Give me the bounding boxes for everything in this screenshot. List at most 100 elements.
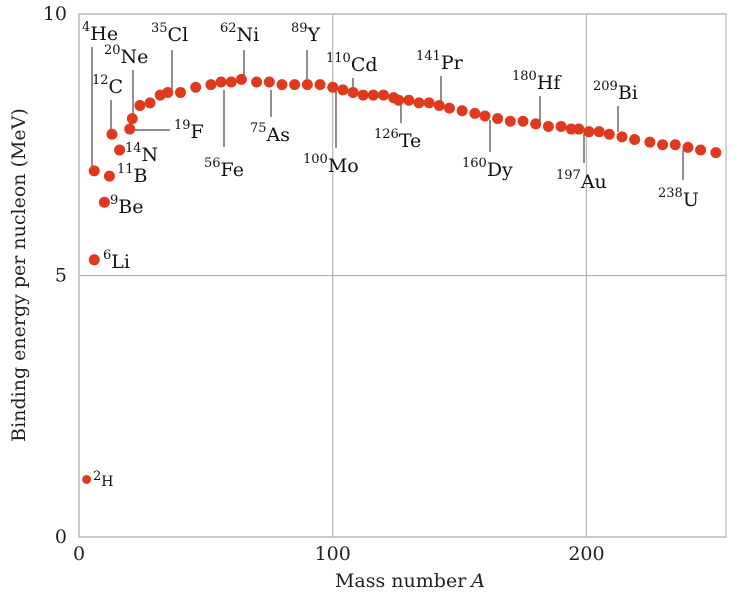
nuclide-as-75-symbol: As: [266, 124, 290, 146]
data-point: [403, 94, 415, 106]
nuclide-h-2-label: 2H: [93, 469, 114, 490]
nuclide-h-2-mass-number: 2: [93, 469, 101, 484]
nuclide-ni-62-mass-number: 62: [220, 21, 237, 36]
data-point: [103, 170, 115, 182]
data-point: [433, 100, 445, 112]
data-point: [88, 254, 100, 266]
nuclide-ne-20-symbol: Ne: [121, 46, 149, 68]
nuclide-c-12-mass-number: 12: [92, 73, 109, 88]
data-point: [289, 79, 301, 91]
data-point: [126, 113, 138, 125]
data-point: [106, 128, 118, 140]
data-point: [162, 86, 174, 98]
data-point: [393, 94, 405, 106]
nuclide-hf-180-label: 180Hf: [512, 69, 562, 94]
data-point: [82, 474, 92, 484]
nuclide-as-75-mass-number: 75: [250, 121, 267, 136]
data-point: [669, 139, 681, 151]
data-point: [682, 141, 694, 153]
nuclide-au-197-mass-number: 197: [556, 168, 581, 183]
nuclide-ni-62-label: 62Ni: [220, 21, 259, 46]
nuclide-ni-62-symbol: Ni: [237, 24, 260, 46]
data-point: [644, 136, 656, 148]
data-point: [710, 147, 722, 159]
nuclide-li-6-label: 6Li: [103, 248, 130, 273]
nuclide-au-197-symbol: Au: [580, 171, 607, 193]
data-point: [423, 97, 435, 109]
nuclide-dy-160-label: 160Dy: [462, 156, 513, 181]
nuclide-hf-180-symbol: Hf: [537, 72, 563, 94]
x-axis-title-text: Mass number: [335, 570, 467, 592]
nuclide-fe-56-symbol: Fe: [221, 159, 244, 181]
nuclide-he-4-symbol: He: [90, 23, 118, 45]
nuclide-hf-180-mass-number: 180: [512, 69, 537, 84]
nuclide-mo-100-symbol: Mo: [328, 155, 359, 177]
nuclide-u-238-symbol: U: [683, 189, 699, 211]
data-point: [215, 76, 227, 88]
data-point: [327, 81, 339, 93]
data-point: [174, 86, 186, 98]
data-point: [616, 131, 628, 143]
nuclide-bi-209-mass-number: 209: [593, 79, 618, 94]
data-point: [603, 128, 615, 140]
nuclide-cd-110-mass-number: 110: [326, 51, 351, 66]
y-axis-title: Binding energy per nucleon (MeV): [8, 108, 30, 442]
nuclide-pr-141-mass-number: 141: [416, 49, 441, 64]
nuclide-u-238-mass-number: 238: [658, 186, 683, 201]
nuclide-h-2-symbol: H: [101, 474, 113, 490]
nuclide-b-11-mass-number: 11: [117, 162, 134, 177]
plot-frame: [78, 13, 727, 538]
leader-lines: [91, 47, 684, 180]
data-point: [517, 115, 529, 127]
data-points: [82, 73, 722, 484]
data-point: [357, 89, 369, 101]
nuclide-y-89-mass-number: 89: [291, 21, 308, 36]
nuclide-li-6-mass-number: 6: [103, 248, 111, 263]
nuclide-cl-35-symbol: Cl: [168, 24, 189, 46]
data-point: [367, 89, 379, 101]
nuclide-cl-35-mass-number: 35: [151, 21, 168, 36]
data-point: [456, 105, 468, 117]
nuclide-dy-160-mass-number: 160: [462, 156, 487, 171]
data-point: [205, 79, 217, 91]
nuclide-be-9-mass-number: 9: [110, 193, 118, 208]
data-point: [542, 120, 554, 132]
data-point: [337, 84, 349, 96]
nuclide-pr-141-label: 141Pr: [416, 49, 464, 74]
nuclide-n-14-label: 14N: [125, 141, 158, 166]
nuclide-cd-110-symbol: Cd: [351, 54, 378, 76]
nuclide-b-11-label: 11B: [117, 162, 148, 187]
data-point: [251, 76, 263, 88]
nuclide-mo-100-label: 100Mo: [303, 152, 359, 177]
nuclide-f-19-symbol: F: [191, 121, 204, 143]
nuclide-mo-100-mass-number: 100: [303, 152, 328, 167]
nuclide-te-126-label: 126Te: [374, 127, 421, 152]
nuclide-cd-110-label: 110Cd: [326, 51, 378, 76]
data-point: [276, 79, 288, 91]
nuclide-cl-35-label: 35Cl: [151, 21, 188, 46]
nuclide-ne-20-mass-number: 20: [104, 43, 121, 58]
data-point: [98, 196, 110, 208]
nuclide-be-9-symbol: Be: [118, 196, 143, 218]
nuclide-he-4-label: 4He: [82, 20, 118, 45]
data-point: [573, 123, 585, 135]
x-tick-label-1: 100: [315, 543, 351, 565]
nuclide-te-126-mass-number: 126: [374, 127, 399, 142]
nuclide-bi-209-symbol: Bi: [618, 82, 638, 104]
y-tick-label-1: 5: [55, 265, 67, 287]
plot-frame-rect: [78, 13, 727, 538]
y-tick-label-2: 10: [43, 3, 67, 25]
data-point: [263, 76, 275, 88]
data-point: [114, 144, 126, 156]
data-point: [469, 107, 481, 119]
data-point: [530, 118, 542, 130]
nuclide-y-89-symbol: Y: [307, 24, 321, 46]
data-point: [413, 97, 425, 109]
data-point: [144, 97, 156, 109]
nuclide-te-126-symbol: Te: [399, 130, 421, 152]
data-point: [583, 126, 595, 138]
nuclide-f-19-label: 19F: [174, 118, 204, 143]
nuclide-fe-56-mass-number: 56: [204, 156, 221, 171]
tick-labels: 0 100 200 0 5 10: [43, 3, 605, 565]
